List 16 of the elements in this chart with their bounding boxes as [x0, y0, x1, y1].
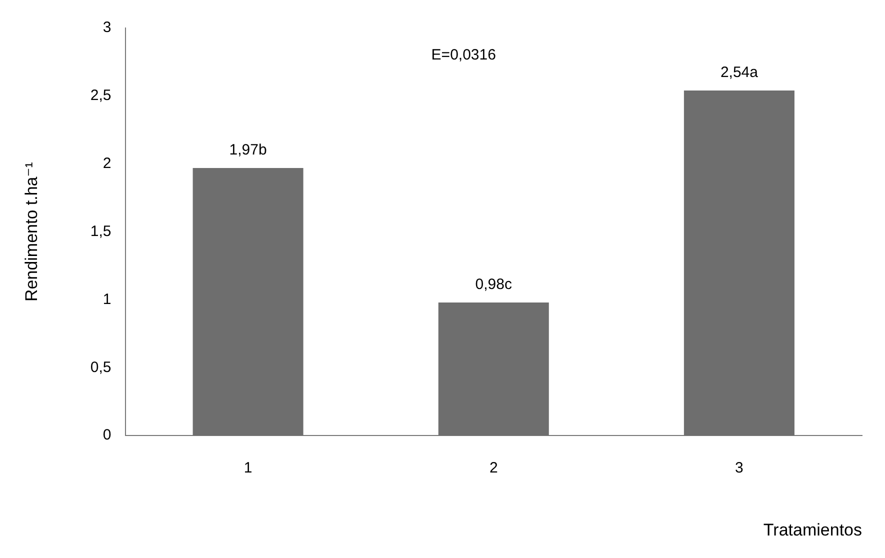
y-tick-label: 1	[102, 290, 112, 308]
data-label: 1,97b	[229, 142, 267, 159]
y-tick-label: 1,5	[90, 222, 112, 240]
x-axis-title: Tratamientos	[763, 520, 862, 540]
y-tick-label: 2	[102, 155, 112, 172]
x-tick-label: 1	[244, 460, 252, 477]
y-tick-label: 0	[102, 426, 112, 444]
y-axis-title: Rendimento t.ha⁻¹	[22, 162, 41, 302]
annotation: E=0,0316	[431, 46, 496, 64]
x-tick-label: 3	[735, 460, 744, 477]
x-tick-label: 2	[489, 460, 498, 477]
y-tick-label: 3	[102, 19, 112, 36]
data-label: 2,54a	[720, 64, 759, 82]
y-tick-label: 2,5	[90, 87, 112, 104]
y-tick-label: 0,5	[90, 358, 112, 376]
data-label: 0,98c	[475, 276, 512, 294]
